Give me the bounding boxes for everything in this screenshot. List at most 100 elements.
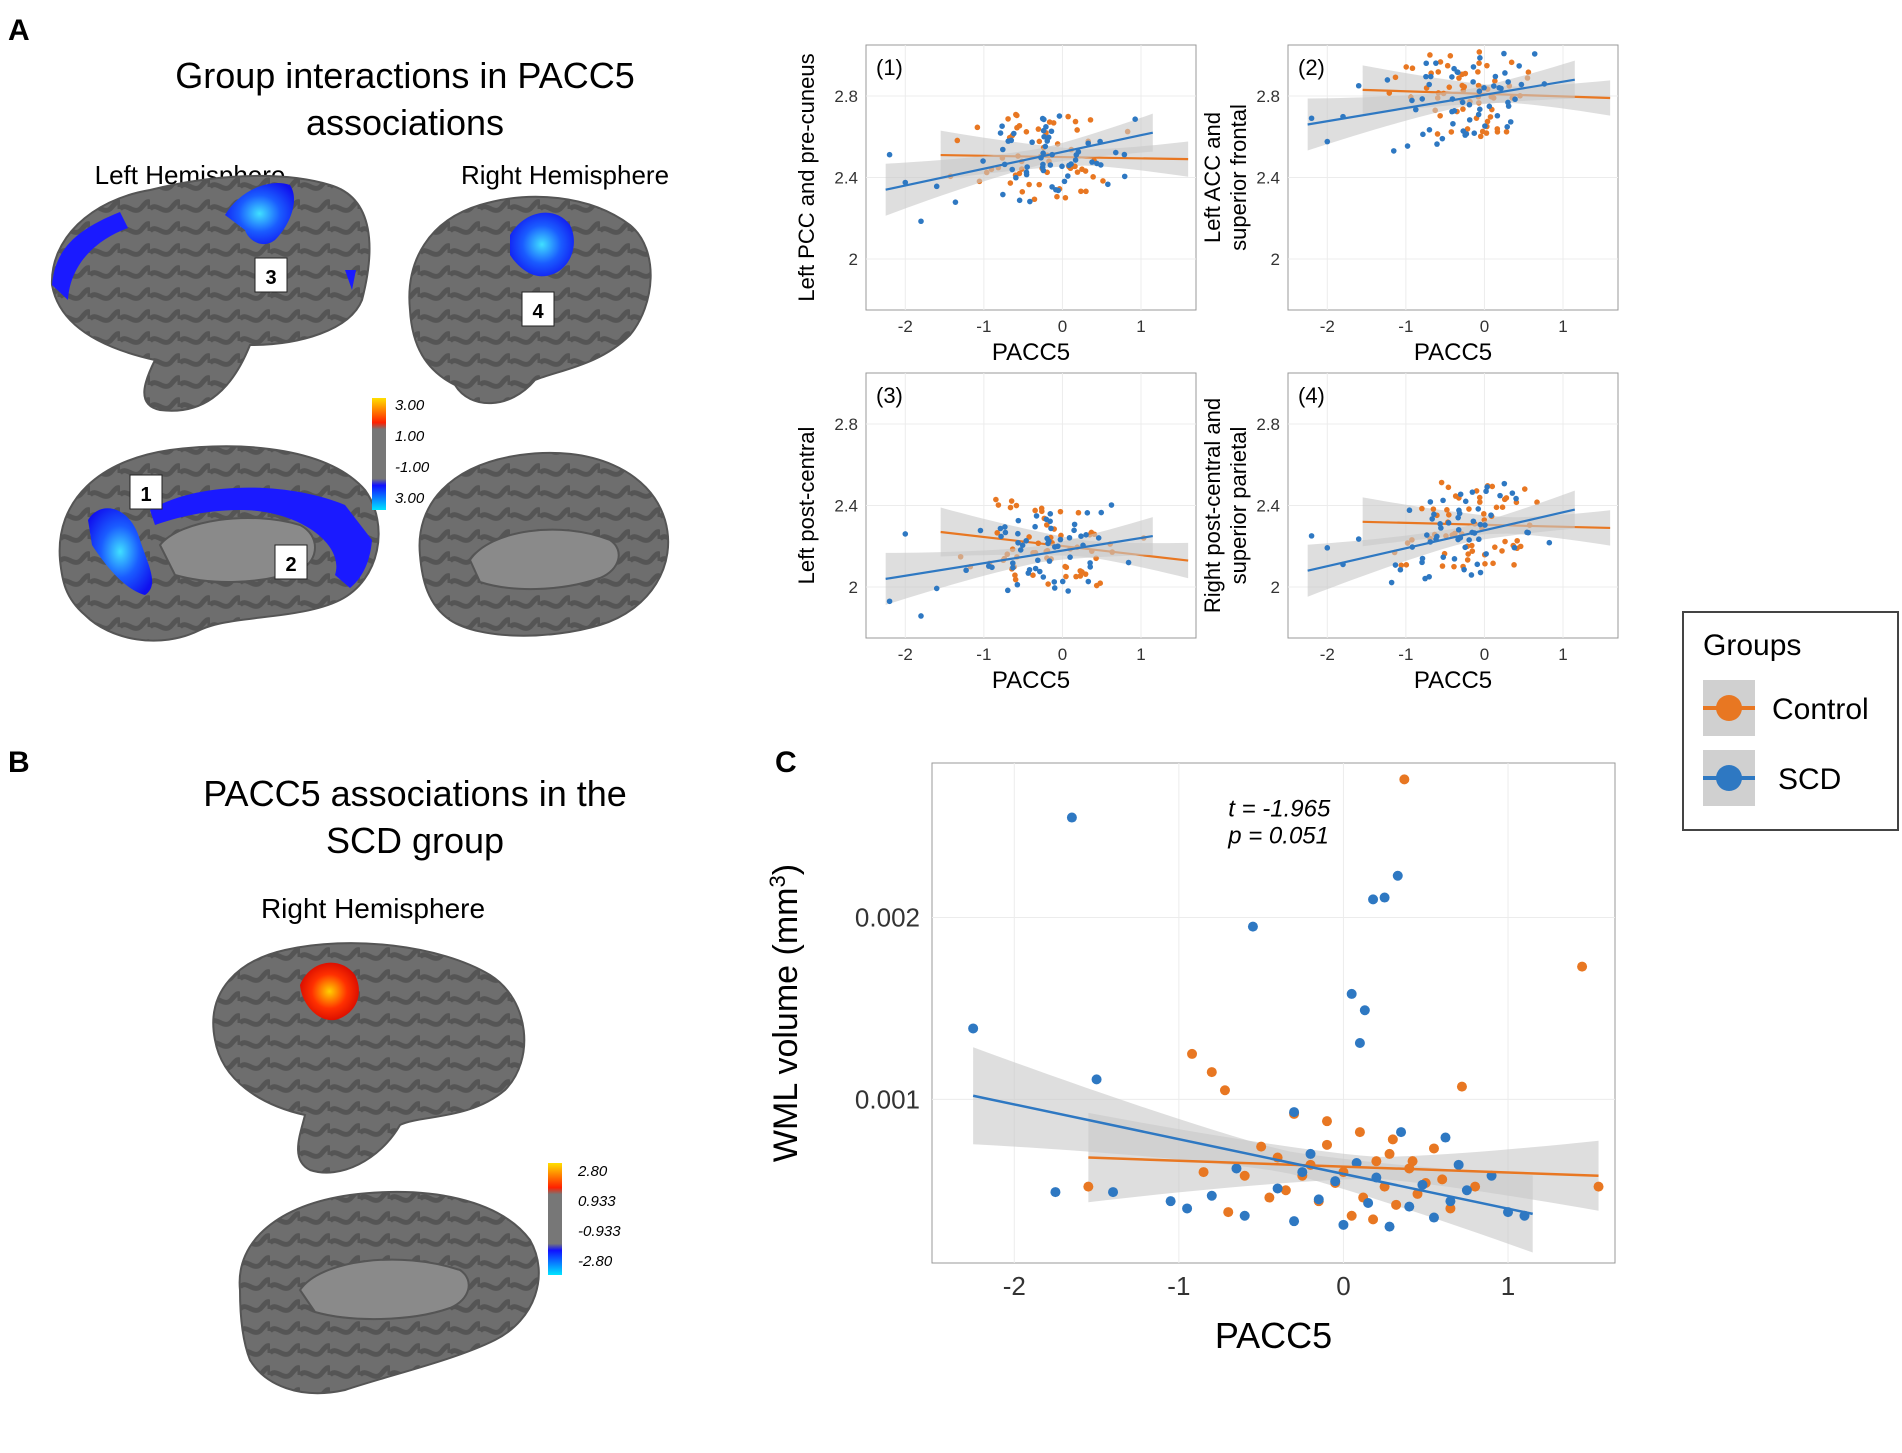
data-point-scd bbox=[1059, 163, 1065, 170]
data-point-control bbox=[1083, 1181, 1094, 1192]
data-point-scd bbox=[1463, 131, 1470, 137]
x-tick-label: -1 bbox=[976, 645, 991, 664]
data-point-control bbox=[1428, 1143, 1439, 1154]
data-point-scd bbox=[1511, 544, 1518, 551]
legend-title: Groups bbox=[1703, 629, 1801, 662]
data-point-scd bbox=[1440, 554, 1447, 560]
data-point-control bbox=[1264, 1192, 1275, 1203]
data-point-control bbox=[1384, 1148, 1395, 1159]
data-point-scd bbox=[1011, 130, 1017, 137]
y-tick-label: 0.001 bbox=[855, 1084, 920, 1114]
data-point-control bbox=[1026, 181, 1032, 188]
data-point-scd bbox=[1068, 161, 1074, 167]
data-point-scd bbox=[1354, 1038, 1365, 1048]
data-point-control bbox=[1062, 563, 1068, 570]
data-point-scd bbox=[1059, 578, 1066, 585]
x-tick-label: 0 bbox=[1480, 645, 1489, 664]
data-point-scd bbox=[1045, 540, 1051, 547]
x-tick-label: -1 bbox=[976, 317, 991, 336]
data-point-control bbox=[1087, 117, 1094, 123]
data-point-control bbox=[1023, 128, 1030, 135]
data-point-control bbox=[974, 124, 981, 131]
data-point-scd bbox=[1476, 88, 1483, 95]
data-point-scd bbox=[1047, 162, 1054, 168]
data-point-scd bbox=[1121, 173, 1128, 180]
brain-left-medial bbox=[58, 445, 380, 642]
y-axis-label: Left post-central bbox=[794, 427, 819, 585]
data-point-control bbox=[1019, 189, 1026, 195]
data-point-scd bbox=[1397, 566, 1404, 573]
data-point-scd bbox=[1002, 529, 1009, 536]
data-point-scd bbox=[1087, 564, 1094, 570]
fit-line-scd bbox=[885, 131, 1154, 191]
data-point-control bbox=[1036, 138, 1043, 145]
groups-legend: Groups Control SCD bbox=[1682, 611, 1899, 831]
data-point-scd bbox=[1087, 560, 1093, 566]
y-axis-label: Left PCC and pre-cuneus bbox=[794, 53, 819, 301]
data-point-scd bbox=[1085, 578, 1092, 585]
data-point-scd bbox=[998, 533, 1004, 540]
confidence-band-scd bbox=[885, 517, 1153, 605]
scatter-panel-1: -2 -1 0 1 2 2.4 2.8 (1) PACC5 Left PCC and pre-cu… bbox=[794, 44, 1197, 366]
fit-line-scd bbox=[1307, 78, 1575, 126]
data-point-control bbox=[1427, 52, 1433, 58]
data-point-scd bbox=[999, 123, 1005, 129]
data-point-scd bbox=[1505, 103, 1512, 109]
brain-left-lateral bbox=[50, 174, 371, 412]
data-point-control bbox=[1045, 581, 1051, 587]
data-point-scd bbox=[1004, 587, 1011, 594]
data-point-scd bbox=[1015, 517, 1022, 524]
legend-dot-control bbox=[1716, 695, 1742, 721]
data-point-scd bbox=[1433, 60, 1439, 66]
data-point-scd bbox=[980, 158, 986, 164]
data-point-scd bbox=[1032, 565, 1039, 572]
y-axis-label-superscript: 3 bbox=[765, 875, 790, 887]
data-point-scd bbox=[1057, 536, 1064, 543]
data-point-control bbox=[1368, 1214, 1379, 1225]
data-point-scd bbox=[1015, 539, 1021, 546]
data-point-scd bbox=[1434, 533, 1440, 540]
data-point-scd bbox=[1024, 164, 1030, 170]
data-point-control bbox=[1521, 486, 1528, 492]
data-point-scd bbox=[1029, 139, 1035, 146]
data-point-scd bbox=[1368, 894, 1379, 905]
data-point-scd bbox=[1457, 491, 1464, 498]
data-point-control bbox=[1073, 573, 1079, 580]
y-axis-label-line1: Right post-central and bbox=[1200, 398, 1225, 613]
data-point-scd bbox=[997, 525, 1004, 532]
data-point-scd bbox=[1051, 585, 1058, 591]
data-point-control bbox=[1445, 1203, 1456, 1214]
data-point-scd bbox=[1516, 63, 1522, 69]
data-point-control bbox=[1079, 166, 1085, 173]
data-point-scd bbox=[1008, 137, 1015, 144]
data-point-scd bbox=[1047, 511, 1054, 517]
data-point-control bbox=[1403, 562, 1410, 568]
data-point-scd bbox=[1483, 551, 1489, 557]
data-point-scd bbox=[1098, 162, 1104, 168]
data-point-scd bbox=[1445, 1196, 1456, 1207]
data-point-scd bbox=[1023, 537, 1029, 544]
data-point-scd bbox=[1108, 502, 1115, 508]
data-point-control bbox=[995, 502, 1002, 508]
data-point-scd bbox=[1085, 140, 1092, 147]
data-point-scd bbox=[1040, 167, 1047, 174]
panel-tag: (3) bbox=[876, 383, 903, 408]
data-point-scd bbox=[1289, 1216, 1300, 1227]
data-point-scd bbox=[1098, 509, 1105, 516]
data-point-control bbox=[1026, 534, 1032, 540]
x-tick-label: 1 bbox=[1136, 317, 1145, 336]
data-point-scd bbox=[1390, 148, 1397, 154]
data-point-scd bbox=[1434, 141, 1440, 147]
data-point-scd bbox=[1431, 511, 1437, 518]
cluster-label-2: 2 bbox=[285, 554, 296, 576]
data-point-scd bbox=[1404, 143, 1411, 149]
data-point-scd bbox=[1455, 514, 1461, 521]
data-point-control bbox=[1494, 126, 1501, 132]
data-point-scd bbox=[1488, 512, 1494, 518]
data-point-scd bbox=[1105, 181, 1111, 188]
x-tick-label: -1 bbox=[1398, 317, 1413, 336]
data-point-control bbox=[1490, 560, 1496, 567]
data-point-scd bbox=[1423, 60, 1430, 67]
y-axis-label-line2: superior parietal bbox=[1226, 427, 1251, 585]
data-point-scd bbox=[1490, 83, 1497, 89]
